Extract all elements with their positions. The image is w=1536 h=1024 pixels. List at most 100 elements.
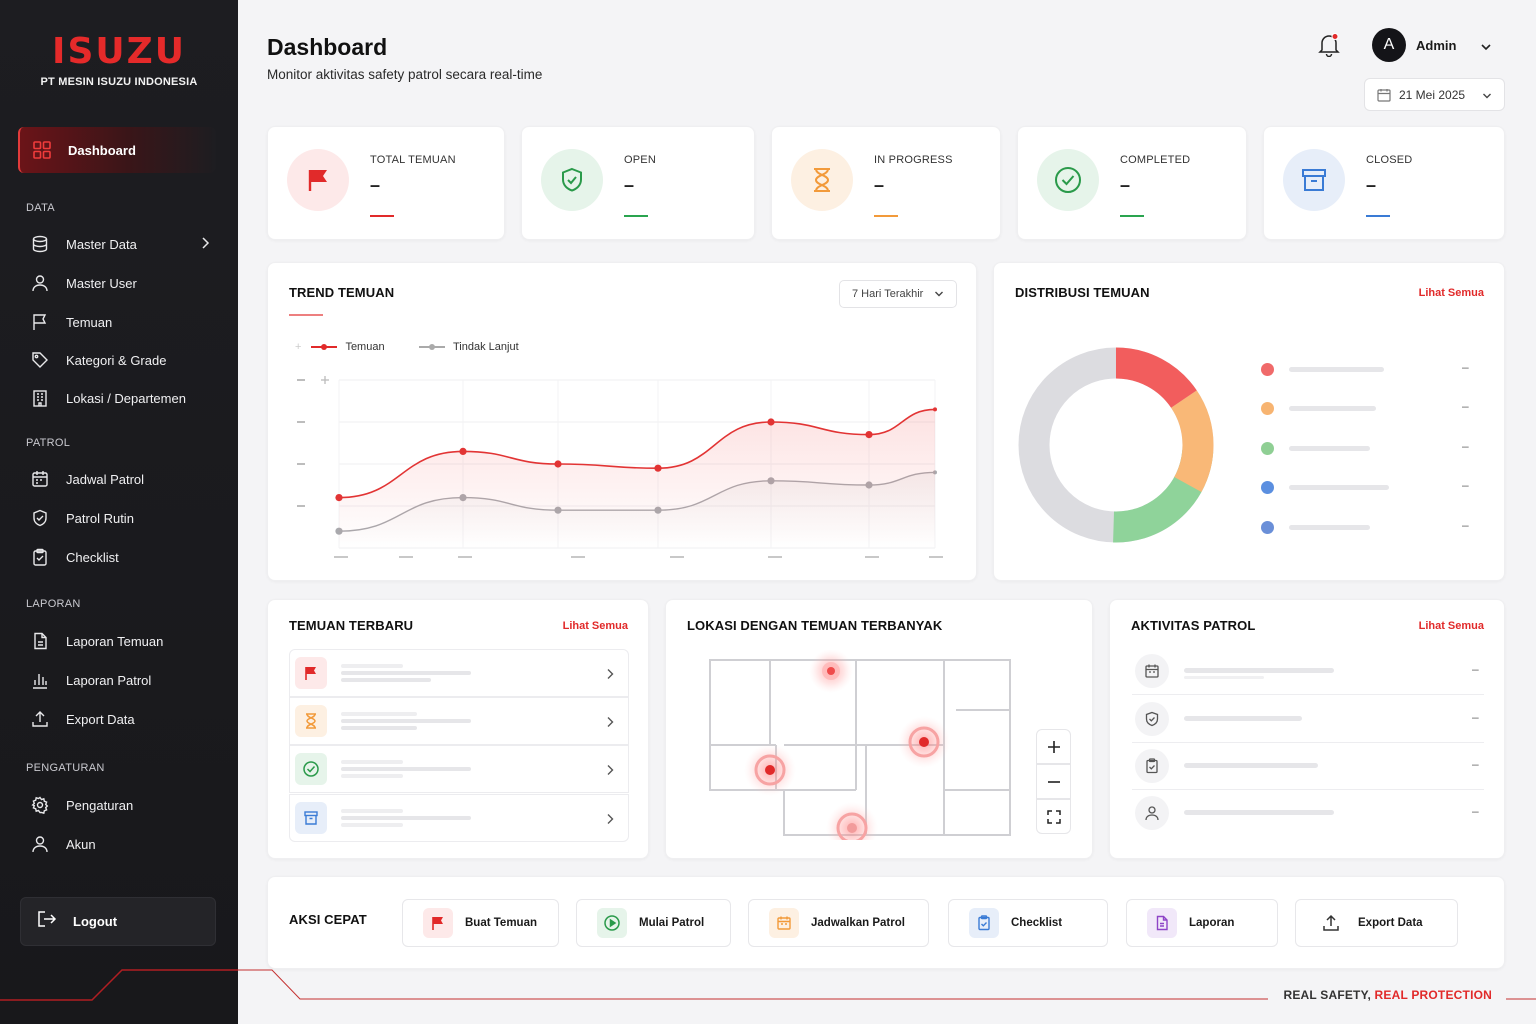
distribusi-card: DISTRIBUSI TEMUAN Lihat Semua – – – –: [993, 262, 1505, 581]
trend-card: TREND TEMUAN 7 Hari Terakhir + Temuan Ti…: [267, 262, 977, 581]
buat-temuan-button[interactable]: Buat Temuan: [402, 899, 559, 947]
logout-button[interactable]: Logout: [20, 897, 216, 946]
date-picker[interactable]: 21 Mei 2025: [1364, 78, 1505, 111]
sidebar-item-temuan[interactable]: Temuan: [30, 310, 220, 334]
export-data-button[interactable]: Export Data: [1295, 899, 1458, 947]
chevron-down-icon[interactable]: [1480, 39, 1492, 57]
stat-card-completed[interactable]: COMPLETED –: [1017, 126, 1247, 240]
hotspot-marker[interactable]: [898, 716, 950, 768]
sidebar-item-jadwal-patrol[interactable]: Jadwal Patrol: [30, 467, 220, 491]
stat-card-in-progress[interactable]: IN PROGRESS –: [771, 126, 1001, 240]
sidebar-item-export-data[interactable]: Export Data: [30, 707, 220, 731]
hotspot-marker[interactable]: [826, 802, 878, 840]
floor-plan-map[interactable]: [706, 650, 1016, 840]
sidebar-item-laporan-temuan[interactable]: Laporan Temuan: [30, 629, 220, 653]
tag-icon: [30, 350, 50, 370]
activity-row[interactable]: –: [1132, 696, 1484, 743]
stat-accent-bar: [370, 215, 394, 217]
hourglass-icon: [295, 705, 327, 737]
item-placeholder: [341, 823, 403, 827]
activity-row[interactable]: –: [1132, 743, 1484, 790]
section-patrol: PATROL: [26, 437, 71, 449]
chevron-right-icon: [606, 812, 614, 830]
user-icon: [30, 834, 50, 854]
zoom-in-button[interactable]: [1036, 729, 1071, 764]
sidebar-item-akun[interactable]: Akun: [30, 832, 220, 856]
stat-label: OPEN: [624, 154, 656, 166]
list-item[interactable]: [289, 697, 629, 745]
sidebar-item-label: Akun: [66, 836, 96, 852]
zoom-out-button[interactable]: [1036, 764, 1071, 799]
checklist-button[interactable]: Checklist: [948, 899, 1108, 947]
activity-row[interactable]: –: [1132, 648, 1484, 695]
notification-button[interactable]: [1318, 33, 1340, 58]
stat-value: –: [370, 175, 381, 195]
mulai-patrol-button[interactable]: Mulai Patrol: [576, 899, 731, 947]
stat-card-total[interactable]: TOTAL TEMUAN –: [267, 126, 505, 240]
flag-icon: [30, 312, 50, 332]
button-label: Mulai Patrol: [639, 917, 705, 929]
sidebar-item-label: Checklist: [66, 549, 119, 565]
stat-label: IN PROGRESS: [874, 154, 953, 166]
main-content: Dashboard Monitor aktivitas safety patro…: [238, 0, 1536, 1024]
lihat-semua-link[interactable]: Lihat Semua: [1418, 620, 1484, 632]
tagline: REAL SAFETY, REAL PROTECTION: [1283, 988, 1492, 1002]
activity-row[interactable]: –: [1132, 790, 1484, 837]
item-placeholder: [341, 760, 403, 764]
calendar-icon: [769, 908, 799, 938]
sidebar-item-label: Export Data: [66, 711, 135, 727]
sidebar-item-master-data[interactable]: Master Data: [30, 232, 220, 256]
logout-icon: [37, 910, 57, 933]
sidebar-item-dashboard[interactable]: Dashboard: [18, 127, 216, 173]
stat-card-open[interactable]: OPEN –: [521, 126, 755, 240]
legend-value: –: [1462, 478, 1469, 492]
activity-placeholder: [1184, 668, 1334, 673]
legend-placeholder: [1289, 525, 1370, 530]
sidebar-item-lokasi[interactable]: Lokasi / Departemen: [30, 386, 220, 410]
lihat-semua-link[interactable]: Lihat Semua: [562, 620, 628, 632]
terbaru-title: TEMUAN TERBARU: [289, 618, 414, 633]
legend-value: –: [1462, 518, 1469, 532]
range-select[interactable]: 7 Hari Terakhir: [839, 280, 957, 308]
tagline-part1: REAL SAFETY,: [1283, 988, 1371, 1002]
list-item[interactable]: [289, 649, 629, 697]
play-icon: [597, 908, 627, 938]
list-item[interactable]: [289, 794, 629, 842]
laporan-button[interactable]: Laporan: [1126, 899, 1278, 947]
sidebar-item-pengaturan[interactable]: Pengaturan: [30, 793, 220, 817]
activity-value: –: [1472, 804, 1479, 818]
check-circle-icon: [295, 753, 327, 785]
sidebar-item-patrol-rutin[interactable]: Patrol Rutin: [30, 506, 220, 530]
sidebar-item-kategori[interactable]: Kategori & Grade: [30, 348, 220, 372]
legend-dot: [1261, 481, 1274, 494]
jadwalkan-patrol-button[interactable]: Jadwalkan Patrol: [748, 899, 929, 947]
lokasi-card: LOKASI DENGAN TEMUAN TERBANYAK: [665, 599, 1093, 859]
fullscreen-button[interactable]: [1036, 799, 1071, 834]
user-name[interactable]: Admin: [1416, 38, 1457, 53]
sidebar-decor-line: [0, 969, 238, 1001]
sidebar-item-label: Lokasi / Departemen: [66, 390, 186, 406]
sidebar-item-label: Master User: [66, 275, 137, 291]
sidebar-item-checklist[interactable]: Checklist: [30, 545, 220, 569]
stat-label: TOTAL TEMUAN: [370, 154, 456, 166]
logo: ISUZU PT MESIN ISUZU INDONESIA: [0, 34, 238, 89]
item-placeholder: [341, 726, 417, 730]
check-circle-icon: [1037, 149, 1099, 211]
shield-icon: [30, 508, 50, 528]
archive-icon: [295, 802, 327, 834]
date-value: 21 Mei 2025: [1399, 87, 1466, 102]
list-item[interactable]: [289, 745, 629, 793]
stat-card-closed[interactable]: CLOSED –: [1263, 126, 1505, 240]
lihat-semua-link[interactable]: Lihat Semua: [1418, 287, 1484, 299]
hotspot-marker[interactable]: [744, 744, 796, 796]
aktivitas-title: AKTIVITAS PATROL: [1131, 618, 1256, 633]
calendar-icon: [1377, 88, 1391, 102]
stat-accent-bar: [1366, 215, 1390, 217]
item-placeholder: [341, 816, 471, 820]
hotspot-marker[interactable]: [809, 650, 853, 693]
avatar[interactable]: A: [1372, 28, 1406, 62]
sidebar-item-laporan-patrol[interactable]: Laporan Patrol: [30, 668, 220, 692]
upload-icon: [1316, 908, 1346, 938]
sidebar-item-master-user[interactable]: Master User: [30, 271, 220, 295]
chevron-down-icon: [1482, 89, 1492, 103]
